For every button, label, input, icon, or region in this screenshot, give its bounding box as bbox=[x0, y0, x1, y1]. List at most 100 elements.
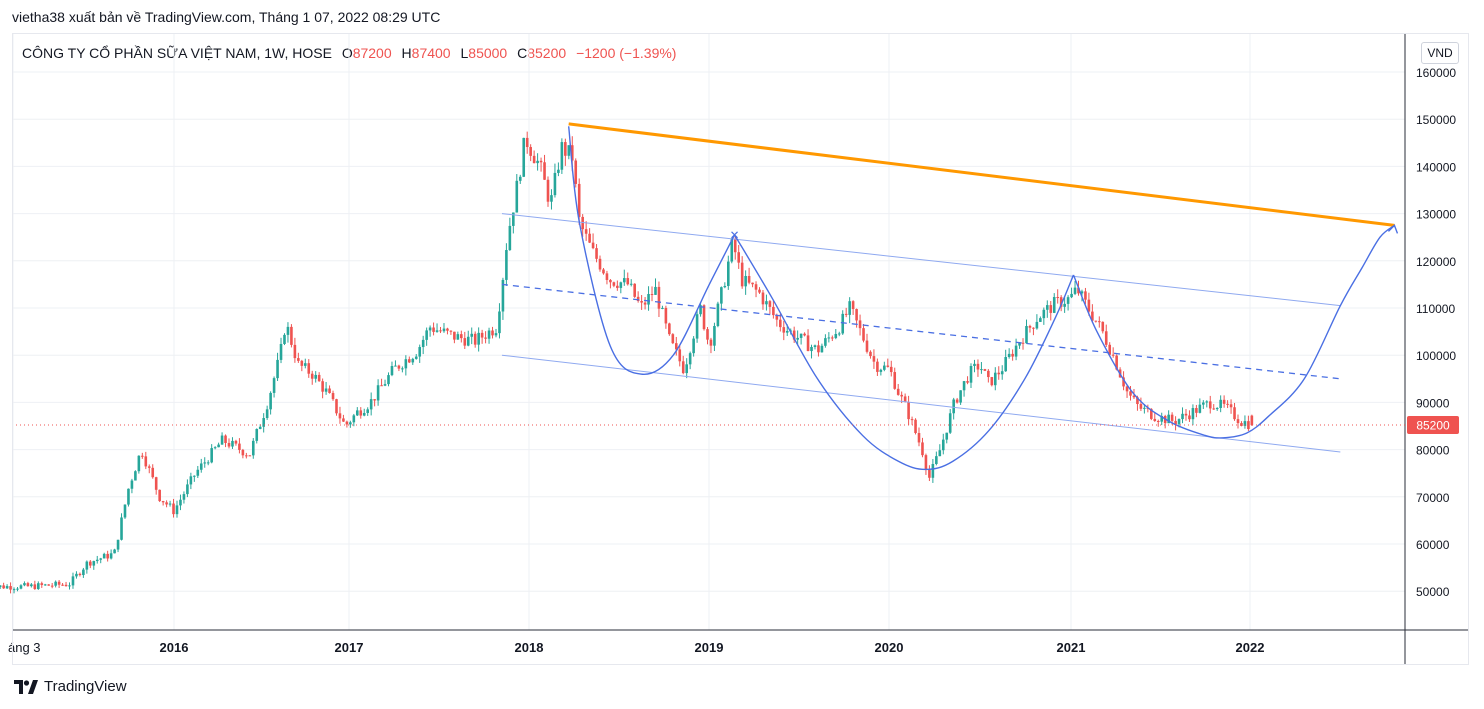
candle-body bbox=[324, 388, 328, 392]
candle-body bbox=[179, 499, 182, 506]
candle-body bbox=[716, 303, 720, 327]
candle-body bbox=[740, 262, 744, 287]
candle-body bbox=[293, 344, 297, 359]
candle-body bbox=[85, 561, 89, 570]
candle-body bbox=[664, 307, 668, 324]
candle-body bbox=[33, 584, 37, 589]
candle-body bbox=[952, 399, 955, 414]
change-value: −1200 (−1.39%) bbox=[576, 45, 677, 61]
candle-body bbox=[1049, 305, 1053, 313]
candle-body bbox=[1115, 355, 1118, 370]
candle-body bbox=[1167, 414, 1170, 424]
candle-body bbox=[754, 284, 758, 290]
candle-body bbox=[210, 448, 213, 463]
candle-body bbox=[258, 426, 262, 430]
candle-body bbox=[567, 145, 571, 156]
candle-body bbox=[883, 365, 886, 370]
x-tick-label: 2019 bbox=[695, 640, 724, 655]
candle-body bbox=[95, 559, 99, 562]
cup-arc bbox=[1072, 224, 1395, 439]
candle-body bbox=[54, 581, 57, 586]
candle-body bbox=[803, 333, 806, 336]
candle-body bbox=[900, 394, 903, 397]
candle-body bbox=[47, 584, 51, 586]
candle-body bbox=[1077, 287, 1080, 294]
candle-body bbox=[1056, 297, 1059, 299]
y-tick-label: 160000 bbox=[1416, 66, 1456, 80]
candle-body bbox=[945, 432, 949, 440]
candle-body bbox=[1174, 420, 1177, 425]
open-label: O bbox=[341, 45, 353, 61]
candle-body bbox=[671, 334, 675, 344]
symbol-title: CÔNG TY CỔ PHẦN SỮA VIỆT NAM, 1W, HOSE bbox=[22, 45, 332, 61]
low-value: 85000 bbox=[468, 45, 508, 61]
candle-body bbox=[435, 330, 439, 332]
candle-body bbox=[941, 439, 945, 451]
candle-body bbox=[383, 384, 387, 386]
candle-body bbox=[23, 583, 26, 586]
candle-body bbox=[1250, 415, 1254, 426]
candle-body bbox=[577, 183, 581, 217]
candle-body bbox=[359, 410, 363, 416]
candle-body bbox=[706, 329, 709, 340]
candle-body bbox=[116, 539, 120, 550]
candle-body bbox=[397, 365, 401, 369]
candle-body bbox=[993, 372, 997, 386]
candle-body bbox=[68, 585, 71, 587]
candle-body bbox=[1021, 342, 1025, 344]
candle-body bbox=[1198, 404, 1202, 413]
candle-body bbox=[775, 315, 779, 320]
candle-body bbox=[512, 212, 515, 226]
candle-body bbox=[1208, 401, 1212, 409]
candle-body bbox=[720, 287, 723, 304]
candle-body bbox=[903, 396, 907, 403]
candle-body bbox=[806, 335, 810, 352]
candle-body bbox=[1139, 404, 1143, 409]
candle-body bbox=[824, 338, 827, 346]
candle-body bbox=[328, 388, 331, 394]
candle-body bbox=[1219, 399, 1222, 408]
candle-body bbox=[411, 358, 415, 363]
y-tick-label: 60000 bbox=[1416, 538, 1450, 552]
candle-body bbox=[640, 301, 643, 303]
candle-body bbox=[522, 137, 526, 177]
candle-body bbox=[817, 345, 820, 353]
candle-body bbox=[199, 463, 203, 470]
last-price-label: 85200 bbox=[1416, 419, 1450, 433]
candle-body bbox=[768, 301, 772, 307]
candle-body bbox=[43, 584, 47, 586]
candle-body bbox=[1111, 354, 1115, 356]
candle-body bbox=[297, 358, 300, 361]
candle-body bbox=[1063, 303, 1066, 307]
candle-body bbox=[685, 364, 688, 374]
candle-body bbox=[810, 346, 813, 352]
candle-body bbox=[851, 301, 855, 310]
candle-body bbox=[699, 305, 702, 315]
currency-badge[interactable]: VND bbox=[1421, 42, 1459, 64]
candle-body bbox=[89, 561, 92, 566]
candle-body bbox=[189, 476, 193, 485]
candle-body bbox=[1122, 377, 1125, 387]
cup-arc bbox=[567, 126, 736, 376]
candle-body bbox=[550, 195, 553, 202]
candle-body bbox=[869, 351, 872, 357]
candle-body bbox=[1004, 356, 1007, 372]
candle-body bbox=[238, 443, 241, 450]
candle-body bbox=[948, 413, 952, 433]
candle-body bbox=[335, 399, 338, 414]
candle-body bbox=[893, 372, 897, 389]
footer-brand[interactable]: TradingView bbox=[14, 678, 127, 695]
candle-body bbox=[9, 586, 12, 590]
x-tick-label: 2016 bbox=[160, 640, 189, 655]
candle-body bbox=[307, 363, 311, 374]
candle-body bbox=[241, 449, 245, 456]
candle-body bbox=[543, 162, 546, 180]
candle-body bbox=[872, 356, 876, 362]
candle-body bbox=[820, 345, 824, 353]
candle-body bbox=[1125, 386, 1129, 392]
candle-body bbox=[765, 301, 768, 305]
y-tick-label: 110000 bbox=[1416, 302, 1455, 316]
candle-body bbox=[661, 307, 664, 309]
candle-body bbox=[321, 381, 324, 392]
